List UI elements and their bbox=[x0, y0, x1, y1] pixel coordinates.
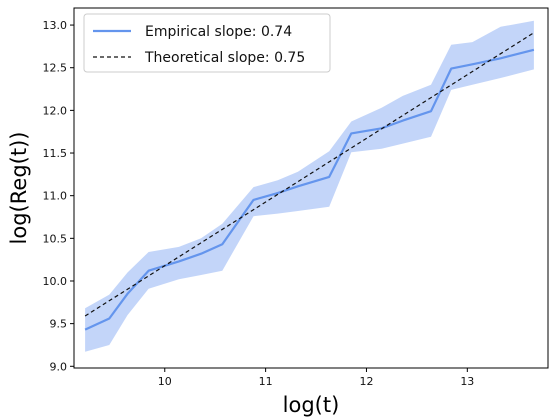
y-tick-label: 9.0 bbox=[50, 360, 68, 373]
theoretical-line bbox=[84, 32, 535, 317]
axis-ticks-layer: 10 11 12 13 9.0 9.5 10.0 10.5 11.0 11.5 12.0 12.5 13… bbox=[43, 19, 475, 388]
legend-label-theoretical: Theoretical slope: 0.75 bbox=[144, 50, 305, 66]
confidence-band-layer bbox=[85, 20, 534, 352]
x-tick-label: 12 bbox=[359, 375, 373, 388]
y-tick-label: 9.5 bbox=[50, 318, 68, 331]
legend: Empirical slope: 0.74 Theoretical slope:… bbox=[83, 13, 331, 73]
y-axis-label: log(Reg(t)) bbox=[7, 132, 31, 245]
series-line-layer bbox=[84, 32, 535, 331]
x-tick-label: 11 bbox=[259, 375, 273, 388]
y-tick-label: 10.5 bbox=[43, 232, 68, 245]
empirical-line bbox=[84, 48, 535, 331]
confidence-band bbox=[85, 20, 534, 352]
legend-box bbox=[83, 13, 331, 73]
x-tick-label: 13 bbox=[460, 375, 474, 388]
y-tick-label: 11.5 bbox=[43, 147, 68, 160]
y-tick-label: 10.0 bbox=[43, 275, 68, 288]
plot-frame bbox=[73, 7, 549, 369]
y-tick-label: 12.5 bbox=[43, 62, 68, 75]
x-tick-label: 10 bbox=[158, 375, 172, 388]
y-tick-label: 12.0 bbox=[43, 104, 68, 117]
x-axis-label: log(t) bbox=[283, 393, 340, 417]
y-tick-label: 13.0 bbox=[43, 19, 68, 32]
legend-label-empirical: Empirical slope: 0.74 bbox=[145, 24, 292, 40]
y-tick-label: 11.0 bbox=[43, 190, 68, 203]
